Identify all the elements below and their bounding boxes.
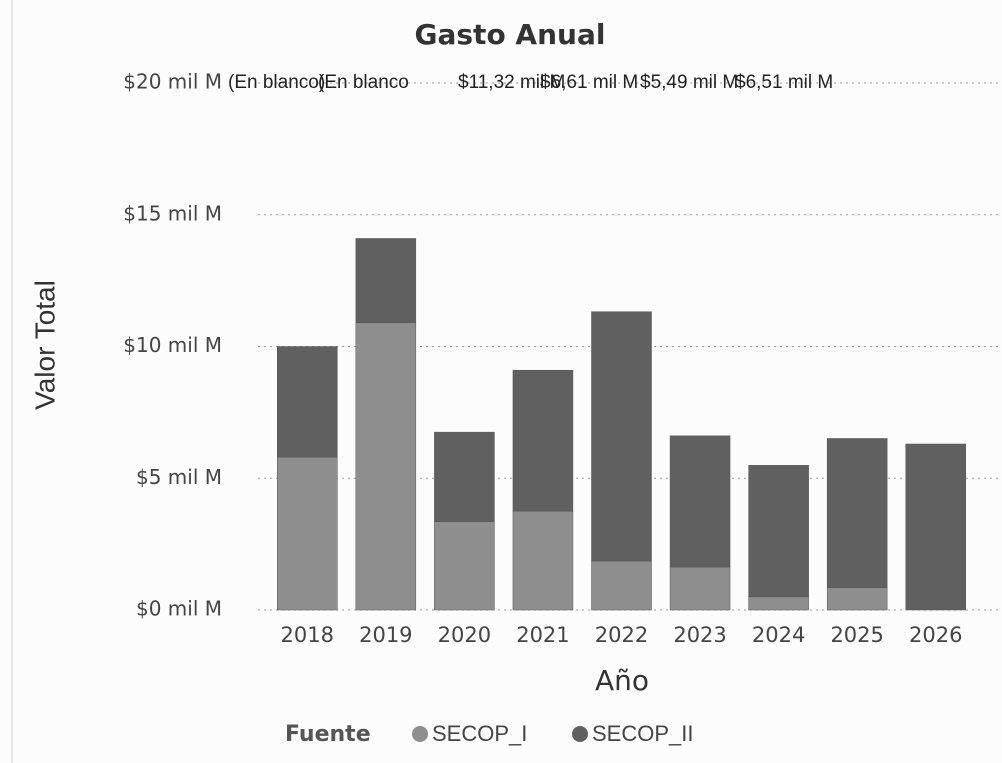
bar-segment — [512, 369, 574, 512]
x-tick-label: 2020 — [438, 623, 491, 647]
bar-segment — [905, 443, 966, 611]
legend-marker — [412, 726, 428, 742]
y-tick-label: $0 mil M — [136, 597, 222, 621]
chart-title: Gasto Anual — [415, 18, 606, 51]
x-tick-label: 2018 — [281, 623, 334, 647]
y-tick-label: $20 mil M — [123, 70, 222, 94]
bar-segment — [591, 311, 652, 562]
bar-segment — [669, 435, 731, 568]
x-tick-label: 2022 — [595, 623, 648, 647]
data-label: $5,49 mil M — [640, 72, 738, 93]
y-axis-title: Valor Total — [29, 280, 60, 410]
y-tick-label: $10 mil M — [123, 333, 222, 357]
legend-title: Fuente — [285, 722, 371, 747]
data-label: (En blanco) — [228, 72, 325, 93]
x-axis-title: Año — [595, 664, 649, 697]
bar-segment — [277, 346, 338, 458]
data-label: $11,32 mil M — [458, 72, 565, 93]
legend-marker — [572, 726, 588, 742]
bar-segment — [434, 521, 495, 611]
data-label: (En blanco — [318, 72, 409, 93]
x-tick-label: 2023 — [673, 623, 726, 647]
x-tick-label: 2025 — [830, 623, 883, 647]
bar-segment — [434, 431, 495, 522]
bar-segment — [591, 560, 652, 611]
data-label: $6,61 mil M — [540, 72, 638, 93]
bar-segment — [669, 566, 731, 611]
bar-segment — [355, 238, 417, 324]
legend-label: SECOP_I — [432, 721, 527, 746]
bar-segment — [277, 456, 338, 611]
legend-label: SECOP_II — [592, 721, 693, 746]
bar-segment — [355, 322, 417, 611]
x-tick-label: 2024 — [752, 623, 805, 647]
bar-segment — [512, 510, 574, 611]
x-tick-label: 2026 — [909, 623, 962, 647]
x-tick-label: 2019 — [359, 623, 412, 647]
bar-segment — [748, 465, 809, 598]
bar-segment — [826, 587, 888, 611]
bar-segment — [826, 438, 888, 588]
y-tick-label: $5 mil M — [136, 465, 222, 489]
x-tick-label: 2021 — [516, 623, 569, 647]
y-tick-label: $15 mil M — [123, 201, 222, 225]
data-label: $6,51 mil M — [735, 72, 833, 93]
bar-segment — [748, 596, 809, 611]
